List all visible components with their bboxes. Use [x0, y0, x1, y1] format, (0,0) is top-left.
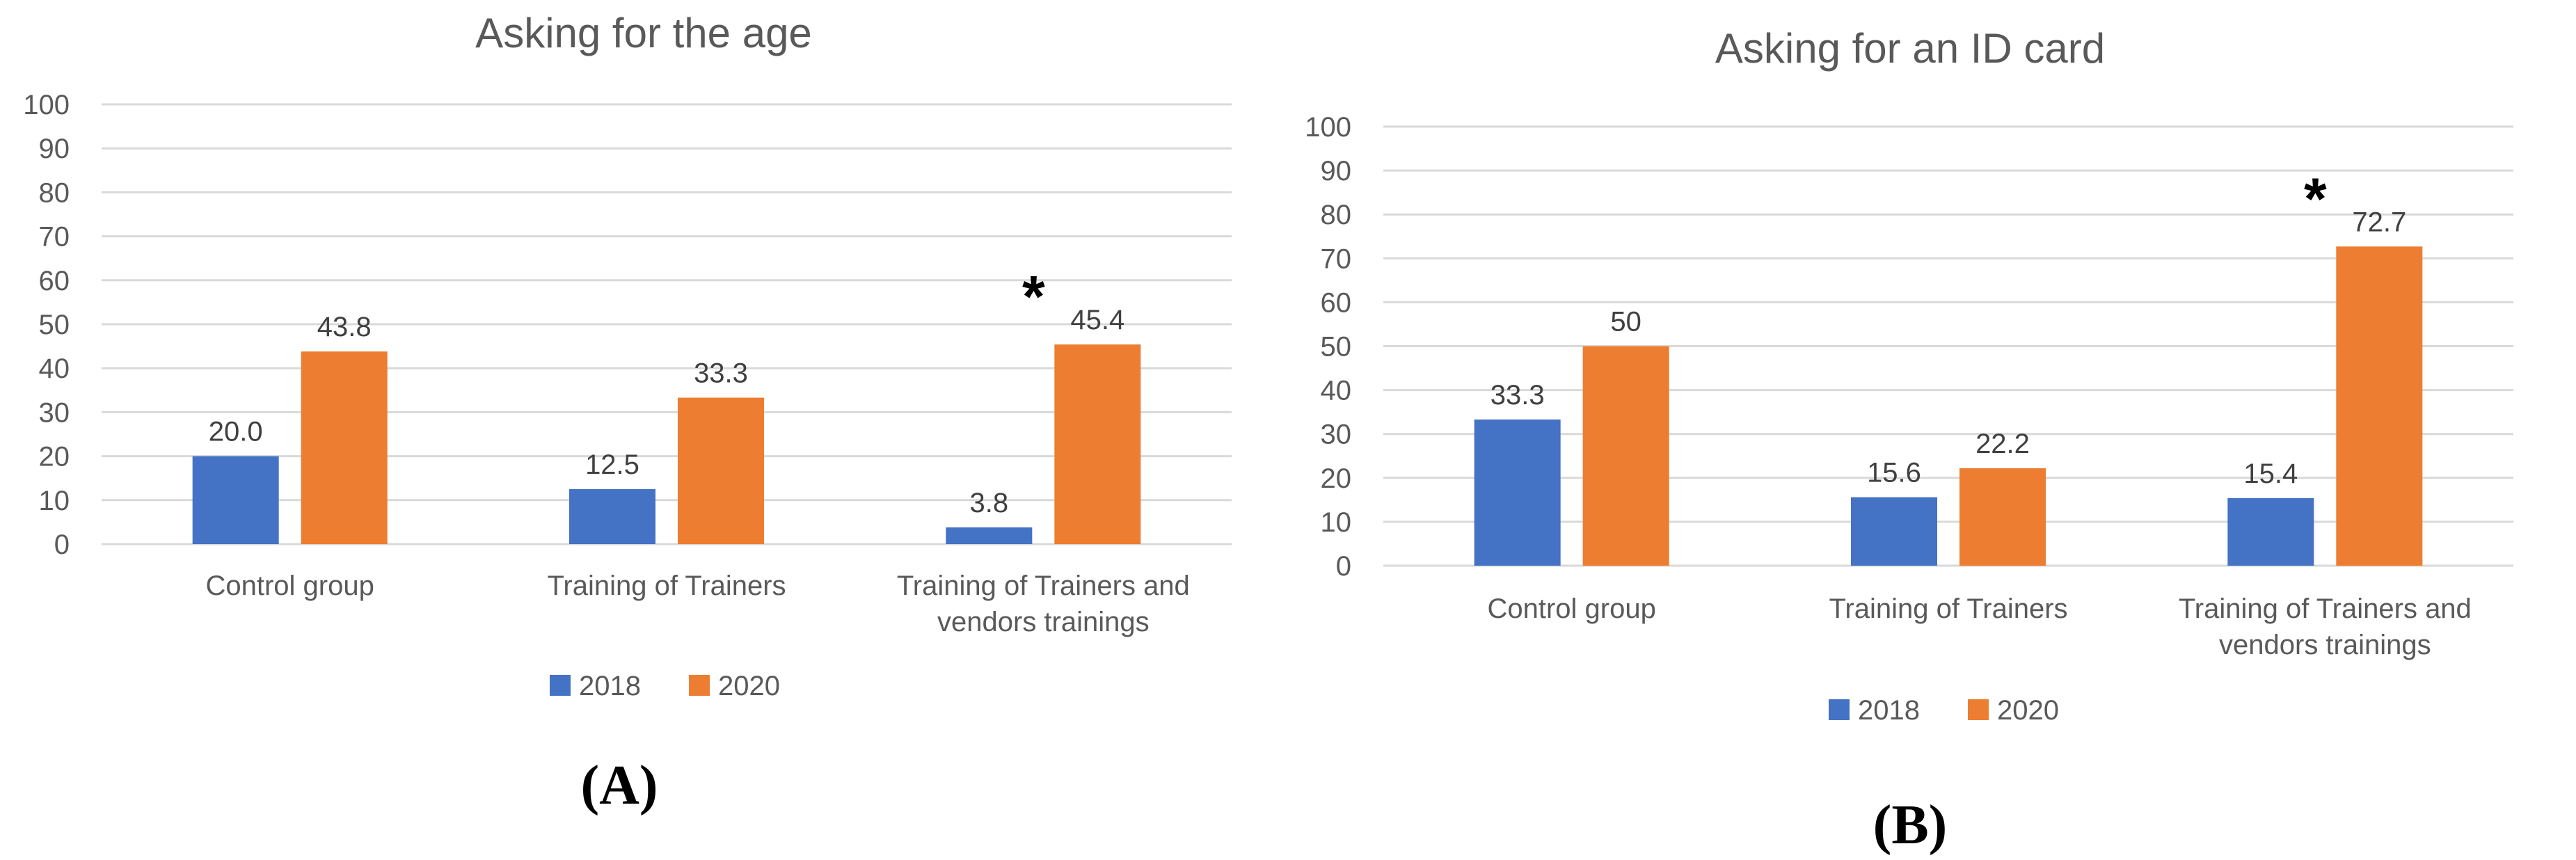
- y-tick-label: 40: [39, 353, 70, 384]
- chart-panel-b: Asking for an ID card 0 10 20 30 40 50 60 70 80 90…: [1305, 25, 2513, 856]
- x-category-label: Training of Trainers and: [2179, 594, 2472, 624]
- data-label: 22.2: [1975, 429, 2030, 459]
- bar-2018-cat2: [569, 489, 655, 544]
- panel-label: (B): [1873, 795, 1948, 856]
- data-label: 20.0: [209, 417, 263, 447]
- legend-swatch-2020: [689, 675, 710, 696]
- bar-2020-cat3: [2336, 246, 2423, 566]
- significance-star: *: [1022, 264, 1045, 329]
- y-tick-label: 60: [39, 266, 70, 296]
- y-tick-label: 10: [1321, 507, 1352, 538]
- bar-2020-cat3: [1054, 344, 1141, 544]
- legend-swatch-2020: [1968, 699, 1989, 720]
- legend-label-2018: 2018: [1858, 695, 1920, 726]
- y-tick-label: 20: [1321, 463, 1352, 494]
- bar-2020-cat2: [678, 397, 764, 544]
- y-tick-label: 80: [1321, 200, 1352, 230]
- y-tick-label: 70: [1321, 244, 1352, 274]
- y-tick-label: 80: [39, 177, 70, 208]
- x-category-label: Training of Trainers and: [897, 571, 1190, 601]
- y-tick-label: 0: [54, 529, 70, 560]
- x-category-label: Control group: [1487, 594, 1655, 624]
- data-label: 12.5: [585, 449, 639, 480]
- data-label: 33.3: [1490, 380, 1545, 411]
- y-tick-label: 90: [1321, 156, 1352, 186]
- y-tick-label: 30: [1321, 420, 1352, 450]
- x-category-label: Control group: [205, 571, 374, 601]
- data-label: 33.3: [694, 358, 748, 389]
- y-tick-label: 50: [1321, 332, 1352, 363]
- chart-title: Asking for the age: [475, 10, 812, 56]
- data-label: 3.8: [970, 488, 1009, 518]
- y-tick-label: 20: [39, 442, 70, 472]
- legend-swatch-2018: [550, 675, 571, 696]
- y-tick-label: 60: [1321, 287, 1352, 318]
- bar-2018-cat1: [192, 456, 279, 544]
- y-tick-label: 90: [39, 134, 70, 164]
- y-tick-label: 50: [39, 310, 70, 340]
- bar-2020-cat1: [1582, 346, 1669, 566]
- bar-2018-cat2: [1851, 497, 1937, 566]
- x-category-label: vendors trainings: [937, 607, 1150, 637]
- data-label: 15.4: [2243, 459, 2298, 489]
- y-tick-label: 70: [39, 222, 70, 253]
- x-category-label: Training of Trainers: [1829, 594, 2067, 624]
- panel-label: (A): [580, 755, 658, 816]
- bar-2020-cat1: [301, 351, 388, 544]
- bar-2018-cat1: [1474, 419, 1561, 566]
- y-tick-label: 0: [1336, 551, 1351, 582]
- bar-2020-cat2: [1959, 468, 2046, 566]
- y-tick-label: 10: [39, 486, 70, 516]
- bar-2018-cat3: [2227, 497, 2314, 566]
- legend-label-2020: 2020: [1997, 695, 2059, 726]
- y-tick-label: 40: [1321, 376, 1352, 406]
- x-category-label: Training of Trainers: [547, 571, 786, 601]
- legend-label-2018: 2018: [579, 671, 641, 701]
- x-category-label: vendors trainings: [2219, 630, 2431, 660]
- data-label: 50: [1610, 307, 1641, 337]
- y-tick-label: 100: [23, 90, 70, 120]
- chart-panel-a: Asking for the age 0 10 20 30 40 50 60 70 80 90 100…: [23, 10, 1232, 816]
- chart-title: Asking for an ID card: [1715, 25, 2105, 72]
- y-tick-label: 100: [1305, 112, 1351, 143]
- legend-label-2020: 2020: [718, 671, 780, 701]
- data-label: 45.4: [1070, 305, 1124, 335]
- y-tick-label: 30: [39, 397, 70, 428]
- legend-swatch-2018: [1829, 699, 1850, 720]
- significance-star: *: [2304, 166, 2327, 231]
- data-label: 72.7: [2352, 207, 2406, 237]
- data-label: 43.8: [317, 312, 372, 342]
- bar-2018-cat3: [946, 527, 1033, 544]
- data-label: 15.6: [1867, 458, 1921, 488]
